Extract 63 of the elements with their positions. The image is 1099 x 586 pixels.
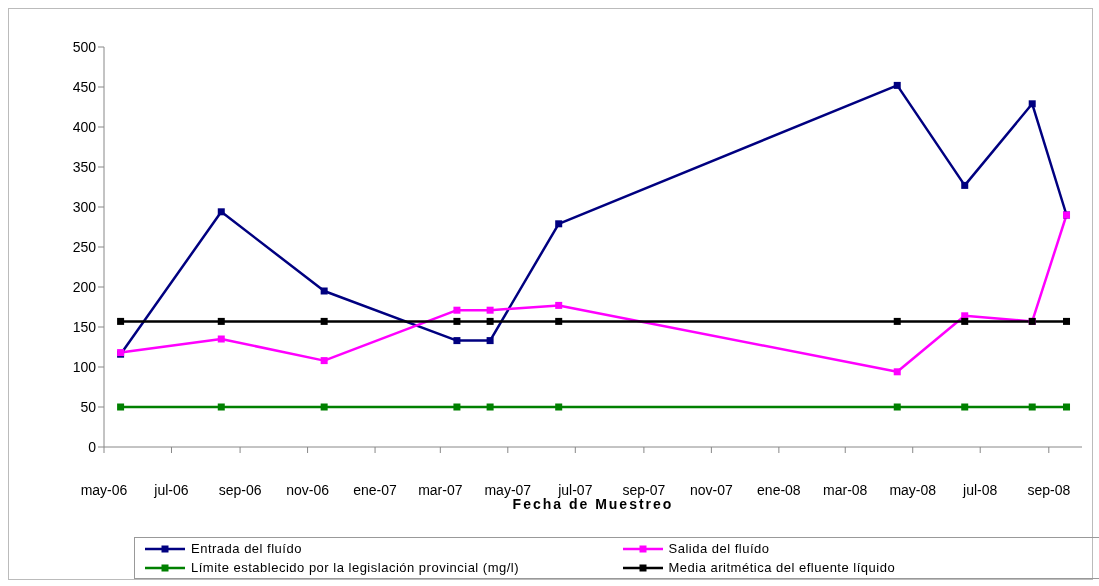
point xyxy=(320,287,328,295)
point xyxy=(555,403,563,411)
point xyxy=(486,317,494,325)
x-tick-label: jul-06 xyxy=(153,481,189,498)
point xyxy=(1063,403,1071,411)
x-tick-label: sep-08 xyxy=(1027,481,1071,498)
y-tick-label: 250 xyxy=(72,238,97,255)
y-tick-label: 350 xyxy=(72,158,97,175)
y-tick-label: 0 xyxy=(88,438,97,455)
legend-label: Salida del fluído xyxy=(668,541,770,556)
point xyxy=(453,306,461,314)
x-tick-label: ene-08 xyxy=(757,481,801,498)
point xyxy=(486,306,494,314)
x-tick-label: jul-07 xyxy=(557,481,593,498)
y-tick-label: 500 xyxy=(72,38,97,55)
point xyxy=(893,317,901,325)
point xyxy=(961,317,969,325)
y-tick-label: 100 xyxy=(72,358,97,375)
point xyxy=(555,301,563,309)
point xyxy=(453,317,461,325)
point xyxy=(486,403,494,411)
legend-label: Límite establecido por la legislación provincial (mg/l) xyxy=(191,560,520,575)
point xyxy=(217,335,225,343)
point xyxy=(486,337,494,345)
legend-label: Entrada del fluído xyxy=(191,541,302,556)
point xyxy=(893,368,901,376)
point xyxy=(217,208,225,216)
point xyxy=(320,317,328,325)
y-tick-label: 450 xyxy=(72,78,97,95)
x-tick-label: nov-07 xyxy=(689,481,733,498)
point xyxy=(1028,403,1036,411)
point xyxy=(320,357,328,365)
point xyxy=(1063,317,1071,325)
y-tick-label: 50 xyxy=(80,398,97,415)
x-tick-label: jul-08 xyxy=(962,481,998,498)
point xyxy=(453,337,461,345)
x-tick-label: ene-07 xyxy=(353,481,398,498)
point xyxy=(320,403,328,411)
point xyxy=(555,317,563,325)
y-tick-label: 400 xyxy=(72,118,97,135)
x-tick-label: sep-06 xyxy=(218,481,262,498)
x-tick-label: may-08 xyxy=(889,481,937,498)
point xyxy=(961,181,969,189)
x-tick-label: mar-08 xyxy=(823,481,868,498)
point xyxy=(555,220,563,228)
point xyxy=(893,81,901,89)
point xyxy=(893,403,901,411)
point xyxy=(1028,100,1036,108)
x-tick-label: may-07 xyxy=(484,481,532,498)
y-tick-label: 200 xyxy=(72,278,97,295)
point xyxy=(117,403,125,411)
point xyxy=(217,403,225,411)
point xyxy=(453,403,461,411)
legend-label: Media aritmética del efluente líquido xyxy=(668,560,896,575)
point xyxy=(961,403,969,411)
point xyxy=(217,317,225,325)
y-tick-label: 300 xyxy=(72,198,97,215)
x-tick-label: nov-06 xyxy=(286,481,330,498)
point xyxy=(117,317,125,325)
x-tick-label: sep-07 xyxy=(622,481,666,498)
x-tick-label: mar-07 xyxy=(418,481,463,498)
x-tick-label: may-06 xyxy=(80,481,128,498)
y-tick-label: 150 xyxy=(72,318,97,335)
